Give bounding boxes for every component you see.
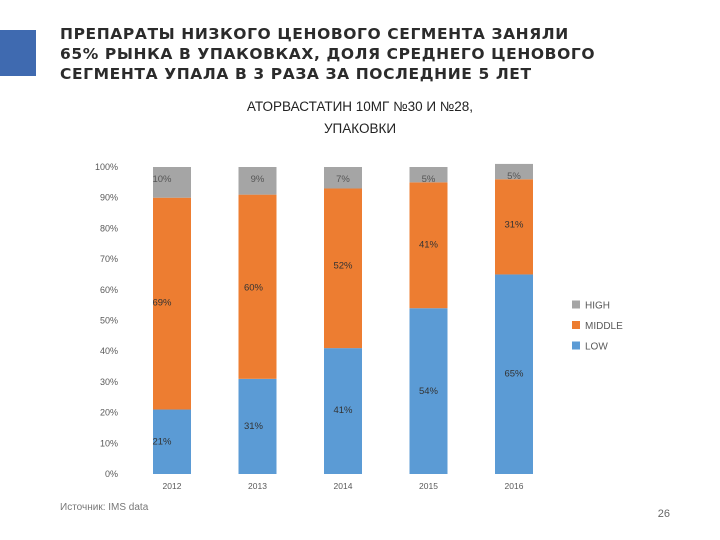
data-label-middle: 52% (333, 260, 353, 271)
y-tick-label: 10% (100, 438, 118, 448)
bar-segment-high (238, 167, 277, 195)
bar-segment-low (324, 348, 362, 474)
chart-title-line-1: АТОРВАСТАТИН 10МГ №30 И №28, (246, 99, 474, 114)
x-tick-label: 2016 (505, 481, 524, 491)
x-tick-label: 2014 (334, 481, 353, 491)
data-label-high: 5% (422, 174, 436, 185)
data-label-middle: 69% (152, 298, 172, 309)
bar-segment-low (238, 378, 277, 474)
y-tick-label: 0% (105, 469, 118, 479)
data-label-high: 7% (336, 174, 350, 185)
slide-title: ПРЕПАРАТЫ НИЗКОГО ЦЕНОВОГО СЕГМЕНТА ЗАНЯ… (60, 24, 700, 84)
x-tick-label: 2012 (163, 481, 182, 491)
y-tick-label: 100% (95, 162, 118, 172)
data-label-low: 41% (333, 405, 353, 416)
y-tick-label: 30% (100, 377, 118, 387)
bar-segment-middle (238, 194, 277, 379)
page-number: 26 (657, 508, 670, 520)
bar-segment-low (153, 409, 191, 474)
y-tick-label: 40% (100, 346, 118, 356)
legend-label-middle: MIDDLE (585, 321, 623, 332)
slide-title-line-3: СЕГМЕНТА УПАЛА В 3 РАЗА ЗА ПОСЛЕДНИЕ 5 Л… (60, 65, 532, 83)
bar-segment-middle (324, 188, 362, 349)
bar-segment-middle (409, 182, 448, 309)
data-label-high: 9% (251, 174, 265, 185)
legend-swatch-low (572, 341, 580, 350)
x-tick-label: 2013 (248, 481, 267, 491)
legend-label-low: LOW (585, 342, 608, 353)
chart-title: АТОРВАСТАТИН 10МГ №30 И №28, УПАКОВКИ (160, 96, 560, 140)
data-label-low: 21% (152, 437, 172, 448)
bar-segment-high (495, 163, 533, 180)
bar-segment-low (495, 274, 533, 474)
bar-segment-middle (153, 197, 191, 410)
bar-segment-middle (495, 179, 533, 275)
data-label-high: 10% (152, 174, 172, 185)
bar-segment-high (324, 167, 362, 189)
data-label-high: 5% (507, 171, 521, 182)
y-tick-label: 90% (100, 193, 118, 203)
bar-segment-low (409, 308, 448, 474)
legend-swatch-high (572, 300, 580, 309)
slide-title-line-1: ПРЕПАРАТЫ НИЗКОГО ЦЕНОВОГО СЕГМЕНТА ЗАНЯ… (60, 25, 569, 43)
data-label-low: 65% (504, 368, 524, 379)
data-label-low: 54% (419, 386, 439, 397)
data-label-middle: 60% (244, 283, 264, 294)
slide-title-line-2: 65% РЫНКА В УПАКОВКАХ, ДОЛЯ СРЕДНЕГО ЦЕН… (60, 45, 596, 63)
data-label-middle: 41% (419, 239, 439, 250)
data-label-middle: 31% (504, 219, 524, 230)
bar-segment-high (153, 167, 191, 198)
data-label-low: 31% (244, 421, 264, 432)
bar-segment-high (409, 167, 448, 183)
chart-title-line-2: УПАКОВКИ (323, 121, 397, 136)
y-tick-label: 60% (100, 285, 118, 295)
source-note: Источник: IMS data (60, 502, 149, 513)
y-tick-label: 50% (100, 316, 118, 326)
legend-label-high: HIGH (585, 301, 610, 312)
y-tick-label: 70% (100, 254, 118, 264)
y-tick-label: 20% (100, 408, 118, 418)
legend-swatch-middle (572, 321, 580, 329)
x-tick-label: 2015 (419, 481, 438, 491)
y-tick-label: 80% (100, 223, 118, 233)
accent-bar (0, 30, 36, 76)
